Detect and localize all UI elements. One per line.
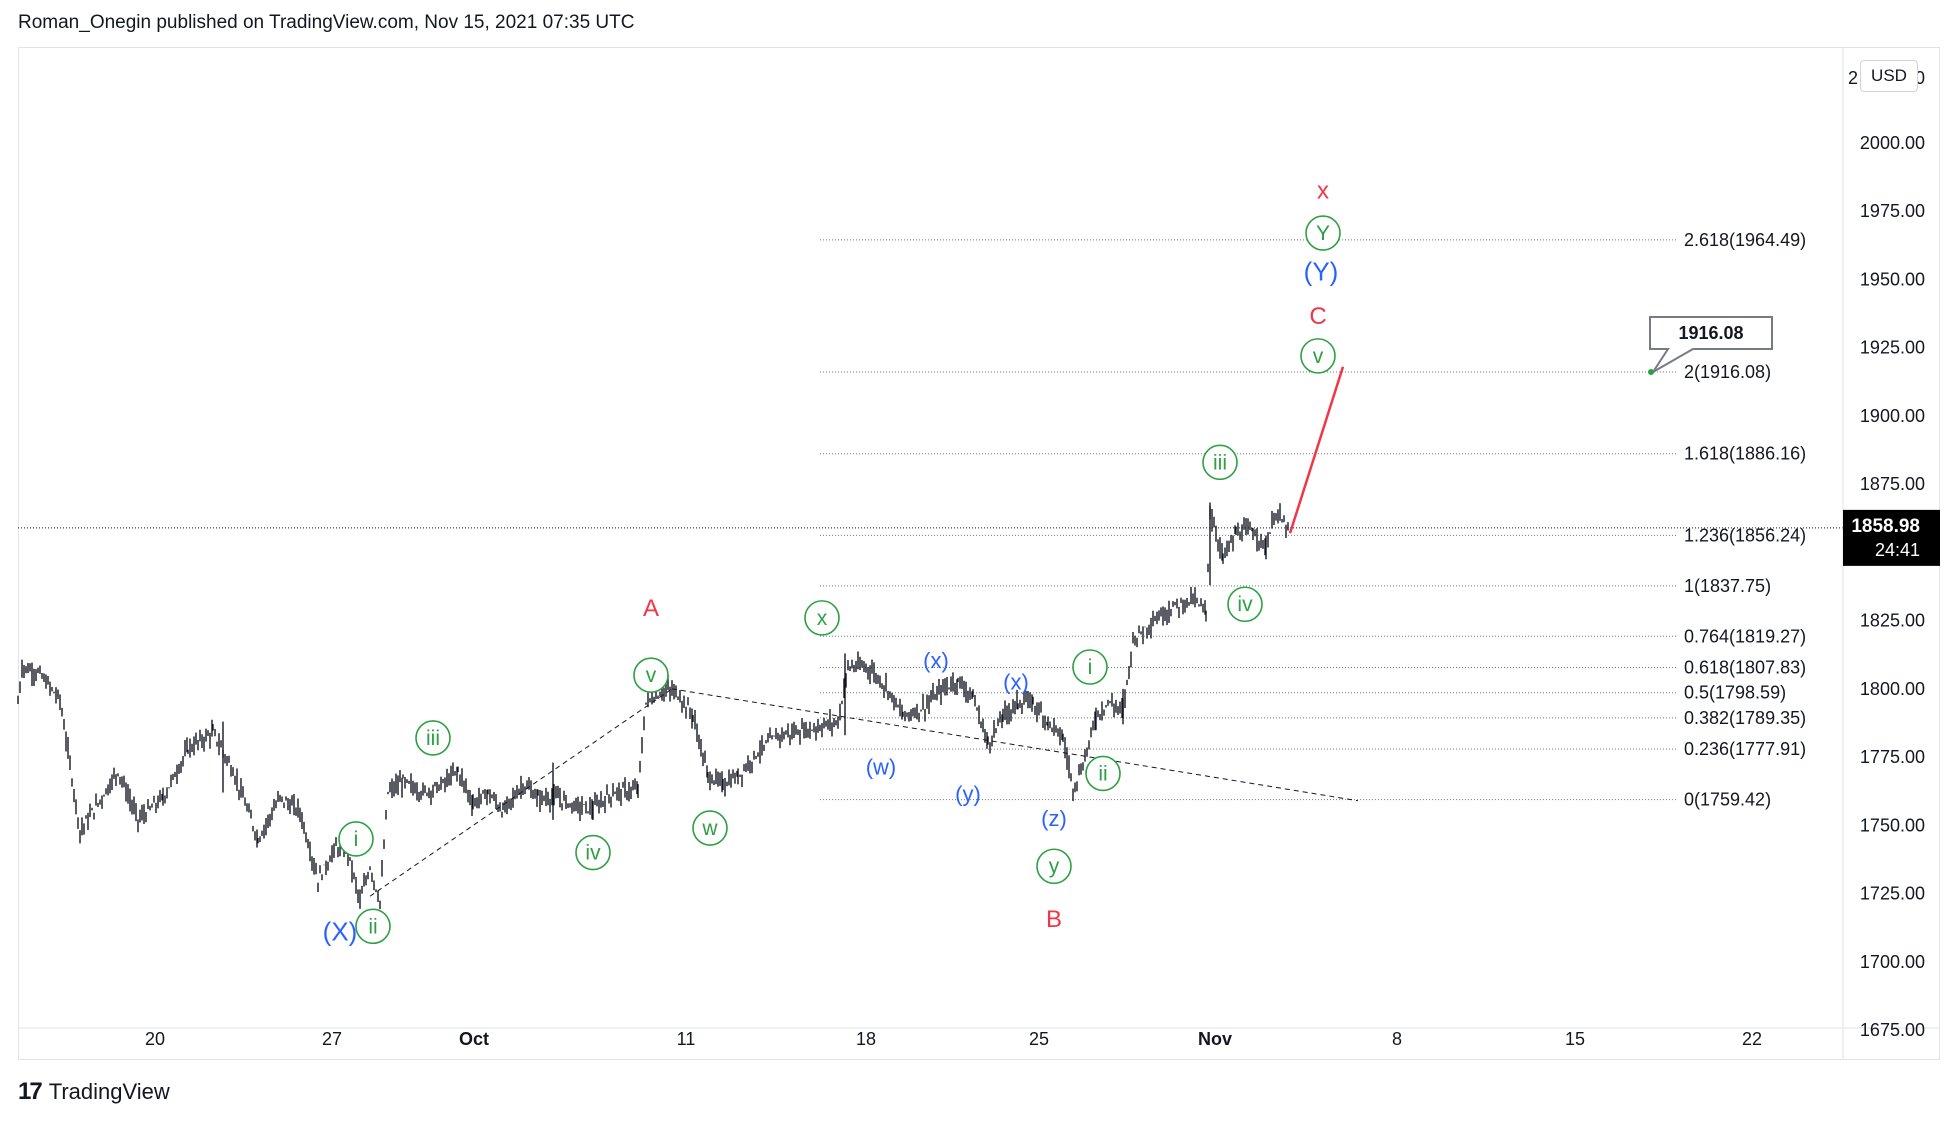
wave-label-circle <box>1227 586 1263 623</box>
price-tick-label-partial-right: 0 <box>1915 68 1925 88</box>
time-tick-label: 15 <box>1565 1029 1585 1049</box>
wave-label: C <box>1309 303 1326 330</box>
price-tick-label: 1875.00 <box>1860 474 1925 494</box>
wave-label: (x) <box>1003 670 1029 695</box>
publish-info: Roman_Onegin published on TradingView.co… <box>18 12 635 33</box>
wave-label: (Y) <box>1304 256 1339 286</box>
wave-label: iii <box>426 727 440 750</box>
wave-label: (y) <box>955 782 981 807</box>
last-price-value: 1858.98 <box>1851 516 1920 537</box>
price-tick-label-partial: 2 <box>1848 68 1858 88</box>
time-tick-label: 25 <box>1029 1029 1049 1049</box>
wave-label: ii <box>1098 762 1107 785</box>
price-tick-label: 1825.00 <box>1860 611 1925 631</box>
price-tick-label: 2000.00 <box>1860 133 1925 153</box>
wave-label: v <box>646 664 657 687</box>
wave-label-circle <box>1036 848 1072 885</box>
axes: 1675.001700.001725.001750.001775.001800.… <box>18 47 1940 1060</box>
price-tick-label: 1925.00 <box>1860 338 1925 358</box>
last-price-box <box>1843 509 1940 566</box>
wave-label: Y <box>1316 222 1330 245</box>
time-tick-label: Oct <box>459 1029 489 1049</box>
last-price-countdown: 24:41 <box>1875 540 1920 560</box>
wave-label: (X) <box>323 917 358 947</box>
wave-label: i <box>354 828 359 851</box>
wave-label: iv <box>585 842 601 865</box>
wave-label-circle <box>1072 649 1108 685</box>
wave-label-circle <box>338 821 374 857</box>
fib-level-label: 1.618(1886.16) <box>1684 444 1806 464</box>
fib-level-label: 0.764(1819.27) <box>1684 626 1806 646</box>
wave-label-circle <box>1305 215 1341 251</box>
time-tick-label: 27 <box>322 1029 342 1049</box>
fibonacci-extension: 2.618(1964.49) 2(1916.08) 1.618(1886.16) 1.… <box>18 230 1843 810</box>
price-tick-label: 1675.00 <box>1860 1020 1925 1040</box>
time-tick-label: 8 <box>1392 1029 1402 1049</box>
footer: 17 TradingView <box>18 1078 170 1106</box>
price-series <box>17 366 1345 910</box>
wave-label-circle <box>355 908 391 945</box>
wave-label: i <box>1088 656 1093 679</box>
time-tick-label: 18 <box>856 1029 876 1049</box>
wave-label: w <box>701 817 718 840</box>
wave-label-circle <box>575 834 611 871</box>
price-tick-label: 1900.00 <box>1860 406 1925 426</box>
wave-label: B <box>1046 906 1062 933</box>
projection-line <box>1288 366 1345 534</box>
price-tick-label: 1725.00 <box>1860 884 1925 904</box>
fib-level-label: 1.236(1856.24) <box>1684 525 1806 545</box>
fib-level-label: 0.382(1789.35) <box>1684 708 1806 728</box>
wave-label: (w) <box>866 754 897 779</box>
currency-badge[interactable]: USD <box>1860 60 1918 92</box>
price-tick-label: 1750.00 <box>1860 815 1925 835</box>
time-tick-label: 22 <box>1742 1029 1762 1049</box>
price-tick-label: 1800.00 <box>1860 679 1925 699</box>
tradingview-logo-icon: 17 <box>18 1078 43 1105</box>
wave-label: x <box>817 607 828 630</box>
price-tick-label: 1975.00 <box>1860 201 1925 221</box>
time-tick-label: Nov <box>1198 1029 1232 1049</box>
price-tick-label: 1950.00 <box>1860 269 1925 289</box>
target-point <box>1648 369 1654 376</box>
fib-level-label: 2.618(1964.49) <box>1684 230 1806 250</box>
fib-level-label: 0.618(1807.83) <box>1684 657 1806 677</box>
fib-level-label: 2(1916.08) <box>1684 362 1771 382</box>
wave-label: y <box>1049 855 1060 878</box>
wave-label: iv <box>1237 593 1253 616</box>
fib-level-label: 0.5(1798.59) <box>1684 683 1786 703</box>
wave-label: A <box>643 595 659 622</box>
fib-level-label: 0(1759.42) <box>1684 790 1771 810</box>
trendline <box>671 688 1359 802</box>
footer-brand: TradingView <box>48 1079 170 1104</box>
wave-label-circle <box>692 810 728 846</box>
price-tick-label: 1700.00 <box>1860 952 1925 972</box>
wave-label-circle <box>633 657 669 694</box>
wave-label: iii <box>1213 451 1227 474</box>
trendlines <box>369 688 1359 897</box>
time-tick-label: 20 <box>145 1029 165 1049</box>
wave-label-circle <box>804 600 840 636</box>
wave-label: (z) <box>1041 806 1067 831</box>
time-tick-label: 11 <box>677 1029 696 1049</box>
price-tick-label: 1775.00 <box>1860 747 1925 767</box>
wave-label-circle <box>415 720 451 756</box>
wave-label-circle <box>1085 755 1121 792</box>
overlays: 1858.98 24:41 1916.08 <box>1648 316 1940 566</box>
target-callout-box <box>1649 316 1773 373</box>
wave-label-circle <box>1202 444 1238 481</box>
target-callout-value: 1916.08 <box>1678 323 1743 343</box>
wave-labels: (X)iiiiiiivvAwx(w)(x)(y)(x)(z)yBiiiiiiiv… <box>323 177 1341 947</box>
wave-label: ii <box>368 915 377 938</box>
wave-label-circle <box>1300 338 1336 374</box>
wave-label: (x) <box>923 648 949 673</box>
fib-level-label: 1(1837.75) <box>1684 576 1771 596</box>
wave-label: x <box>1317 177 1329 204</box>
fib-level-label: 0.236(1777.91) <box>1684 739 1806 759</box>
wave-label: v <box>1313 345 1324 368</box>
